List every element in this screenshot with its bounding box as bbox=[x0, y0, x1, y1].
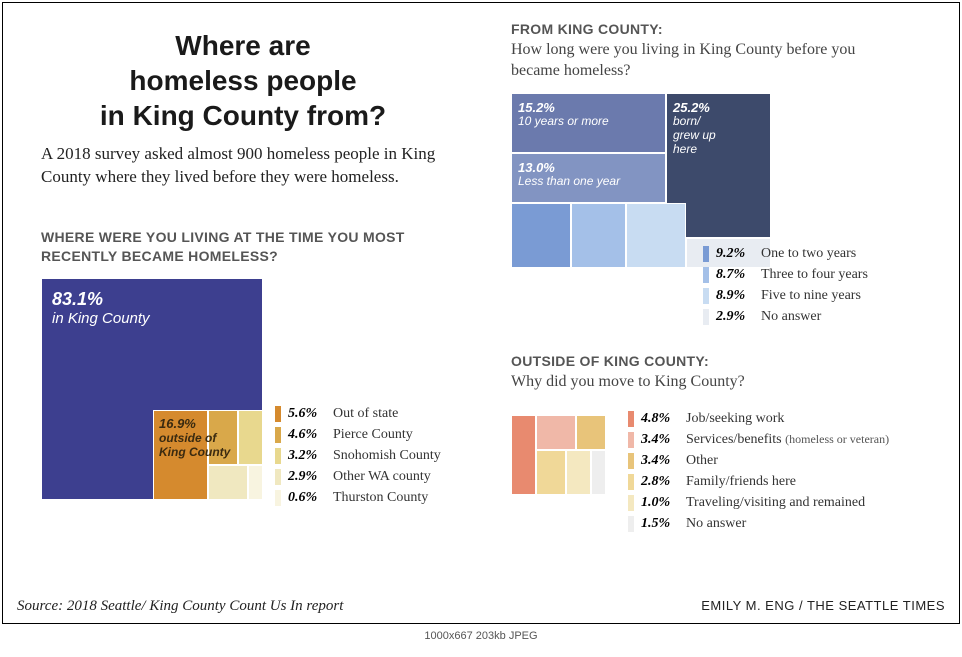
left-legend: 5.6% Out of state 4.6% Pierce County 3.2% Sno… bbox=[275, 403, 441, 508]
treemap-cell bbox=[571, 203, 626, 268]
legend-text: Job/seeking work bbox=[686, 408, 784, 429]
legend-text: Three to four years bbox=[761, 264, 868, 285]
left-heading: WHERE WERE YOU LIVING AT THE TIME YOU MO… bbox=[41, 228, 421, 266]
legend-row: 3.4% Other bbox=[628, 450, 889, 471]
legend-pct: 2.9% bbox=[288, 466, 326, 487]
treemap-cell: 13.0%Less than one year bbox=[511, 153, 666, 203]
legend-text: No answer bbox=[686, 513, 746, 534]
legend-text: Snohomish County bbox=[333, 445, 441, 466]
legend-row: 2.9% Other WA county bbox=[275, 466, 441, 487]
legend-pct: 1.0% bbox=[641, 492, 679, 513]
legend-text: No answer bbox=[761, 306, 821, 327]
treemap-cell bbox=[576, 415, 606, 450]
legend-row: 4.8% Job/seeking work bbox=[628, 408, 889, 429]
credit-text: EMILY M. ENG / THE SEATTLE TIMES bbox=[701, 598, 945, 613]
legend-pct: 3.4% bbox=[641, 450, 679, 471]
legend-pct: 5.6% bbox=[288, 403, 326, 424]
source-text: Source: 2018 Seattle/ King County Count … bbox=[17, 598, 343, 615]
legend-row: 4.6% Pierce County bbox=[275, 424, 441, 445]
image-footer: 1000x667 203kb JPEG bbox=[0, 630, 962, 642]
legend-row: 2.8% Family/friends here bbox=[628, 471, 889, 492]
br-treemap bbox=[511, 415, 606, 495]
treemap-cell bbox=[536, 450, 566, 495]
tr-treemap: 15.2%10 years or more13.0%Less than one … bbox=[511, 93, 771, 268]
treemap-cell bbox=[591, 450, 606, 495]
intro-text: A 2018 survey asked almost 900 homeless … bbox=[41, 143, 441, 189]
tr-heading: FROM KING COUNTY: bbox=[511, 21, 663, 37]
treemap-cell bbox=[566, 450, 591, 495]
legend-swatch bbox=[275, 427, 281, 443]
treemap-cell bbox=[511, 415, 536, 495]
left-treemap: 83.1% in King County 16.9% outside ofKin… bbox=[41, 278, 263, 500]
legend-pct: 9.2% bbox=[716, 243, 754, 264]
legend-row: 2.9% No answer bbox=[703, 306, 868, 327]
legend-row: 1.0% Traveling/visiting and remained bbox=[628, 492, 889, 513]
sub-pct: 16.9% bbox=[159, 416, 196, 431]
legend-text: One to two years bbox=[761, 243, 856, 264]
legend-text: Traveling/visiting and remained bbox=[686, 492, 865, 513]
legend-text: Pierce County bbox=[333, 424, 413, 445]
sub-cell bbox=[238, 410, 263, 465]
sub-cell bbox=[248, 465, 263, 500]
legend-text: Family/friends here bbox=[686, 471, 796, 492]
legend-swatch bbox=[703, 267, 709, 283]
legend-swatch bbox=[628, 516, 634, 532]
treemap-cell bbox=[536, 415, 576, 450]
legend-row: 8.7% Three to four years bbox=[703, 264, 868, 285]
legend-row: 3.2% Snohomish County bbox=[275, 445, 441, 466]
legend-row: 8.9% Five to nine years bbox=[703, 285, 868, 306]
legend-text: Five to nine years bbox=[761, 285, 861, 306]
legend-pct: 2.8% bbox=[641, 471, 679, 492]
legend-pct: 2.9% bbox=[716, 306, 754, 327]
legend-pct: 4.8% bbox=[641, 408, 679, 429]
legend-text: Out of state bbox=[333, 403, 398, 424]
legend-row: 5.6% Out of state bbox=[275, 403, 441, 424]
main-title: Where are homeless people in King County… bbox=[83, 28, 403, 133]
legend-text: Services/benefits (homeless or veteran) bbox=[686, 429, 889, 450]
legend-pct: 0.6% bbox=[288, 487, 326, 508]
legend-pct: 4.6% bbox=[288, 424, 326, 445]
sub-cell bbox=[208, 465, 248, 500]
legend-row: 9.2% One to two years bbox=[703, 243, 868, 264]
br-sub: Why did you move to King County? bbox=[511, 373, 745, 391]
legend-swatch bbox=[275, 406, 281, 422]
legend-pct: 8.9% bbox=[716, 285, 754, 306]
legend-text: Other WA county bbox=[333, 466, 431, 487]
legend-swatch bbox=[275, 448, 281, 464]
treemap-cell: 15.2%10 years or more bbox=[511, 93, 666, 153]
treemap-cell bbox=[626, 203, 686, 268]
infographic-frame: Where are homeless people in King County… bbox=[2, 2, 960, 624]
legend-pct: 3.2% bbox=[288, 445, 326, 466]
legend-row: 3.4% Services/benefits (homeless or veter… bbox=[628, 429, 889, 450]
legend-pct: 3.4% bbox=[641, 429, 679, 450]
legend-swatch bbox=[628, 474, 634, 490]
legend-swatch bbox=[703, 288, 709, 304]
sub-treemap: 16.9% outside ofKing County bbox=[153, 410, 263, 500]
sub-label: outside ofKing County bbox=[159, 432, 230, 460]
br-legend: 4.8% Job/seeking work 3.4% Services/benefit… bbox=[628, 408, 889, 534]
legend-text: Thurston County bbox=[333, 487, 428, 508]
legend-pct: 8.7% bbox=[716, 264, 754, 285]
legend-swatch bbox=[703, 246, 709, 262]
legend-swatch bbox=[628, 411, 634, 427]
legend-swatch bbox=[628, 495, 634, 511]
legend-swatch bbox=[275, 490, 281, 506]
legend-swatch bbox=[703, 309, 709, 325]
tr-sub: How long were you living in King County … bbox=[511, 40, 871, 82]
legend-row: 1.5% No answer bbox=[628, 513, 889, 534]
legend-swatch bbox=[628, 432, 634, 448]
treemap-cell bbox=[511, 203, 571, 268]
legend-row: 0.6% Thurston County bbox=[275, 487, 441, 508]
legend-swatch bbox=[275, 469, 281, 485]
tr-legend: 9.2% One to two years 8.7% Three to four ye… bbox=[703, 243, 868, 327]
br-heading: OUTSIDE OF KING COUNTY: bbox=[511, 353, 709, 369]
legend-text: Other bbox=[686, 450, 718, 471]
legend-swatch bbox=[628, 453, 634, 469]
legend-pct: 1.5% bbox=[641, 513, 679, 534]
